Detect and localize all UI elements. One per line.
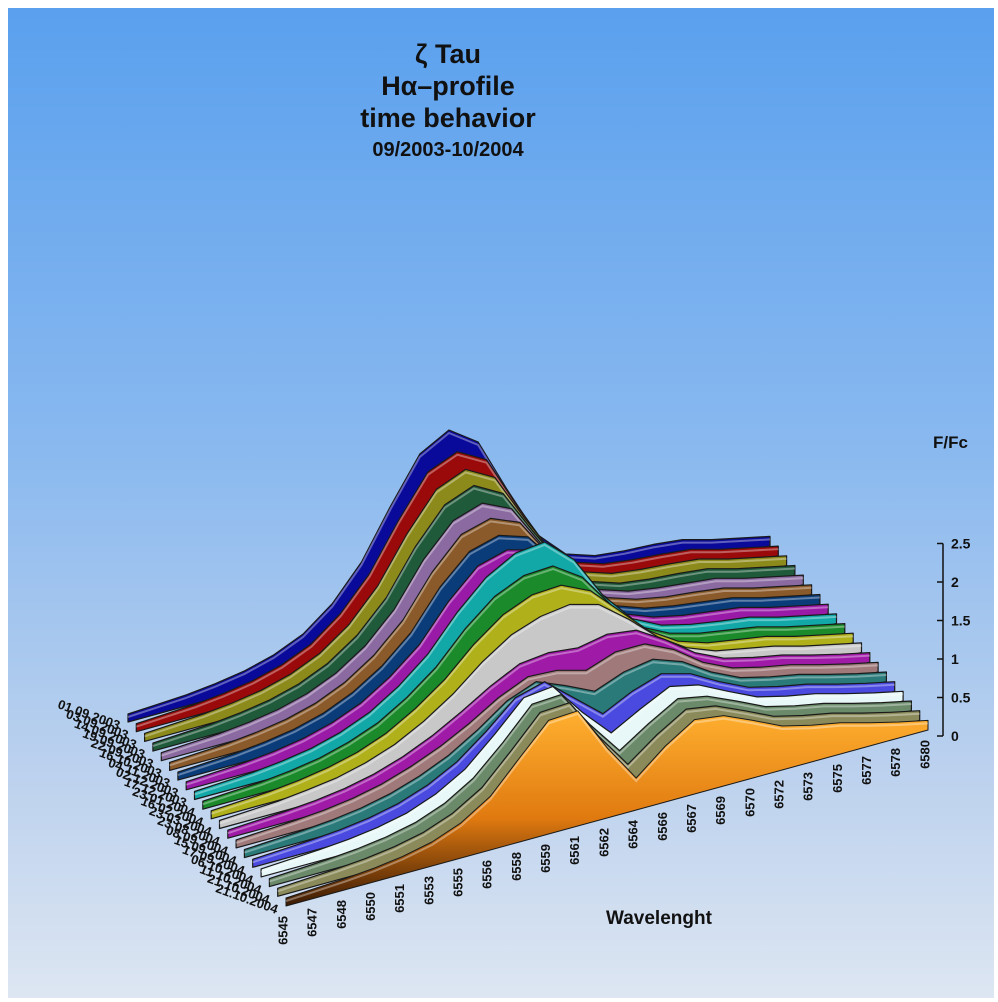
series-ribbon-edge [194,543,837,796]
x-tick-label: 6575 [830,764,845,793]
series-ribbon-edge [177,537,820,777]
z-tick-label: 1.5 [951,613,971,629]
series-ribbon [285,710,929,907]
x-tick-label: 6578 [888,748,903,777]
title-line-period: 09/2003-10/2004 [372,139,524,161]
x-tick-label: 6550 [363,892,378,921]
x-tick-label: 6551 [392,884,407,913]
x-tick-label: 6559 [538,844,553,873]
x-tick-label: 6556 [480,860,495,889]
chart-frame: ζ Tau Hα–profile time behavior 09/2003-1… [8,8,994,998]
waterfall-plot: 6545 6547 6548 6550 6551 6553 6555 6556 6558 6559… [56,429,971,945]
x-tick-label: 6569 [713,796,728,825]
x-tick-label: 6580 [917,740,932,769]
x-tick-label: 6566 [655,812,670,841]
series-ribbon-edge [227,632,870,835]
x-tick-label: 6553 [421,876,436,905]
z-tick-label: 2.5 [951,536,971,552]
title-line-behavior: time behavior [360,103,536,133]
x-tick-label: 6570 [742,788,757,817]
z-tick-label: 0.5 [951,690,971,706]
series-ribbon-edge [260,686,904,873]
series-ribbon-edge [252,675,895,864]
x-tick-label: 6572 [772,780,787,809]
z-axis-label: F/Fc [933,433,968,452]
x-axis-label: Wavelenght [606,908,713,929]
x-tick-label: 6555 [451,868,466,897]
z-tick-label: 2 [951,574,959,590]
title-line-profile: Hα–profile [381,71,515,101]
series-ribbon-edge [285,712,929,902]
series-ribbon-edge [210,587,854,815]
x-tick-label: 6562 [596,828,611,857]
x-tick-label: 6558 [509,852,524,881]
series-ribbon-edge [135,453,779,728]
series-ribbon-edge [244,661,887,854]
series-ribbon-edge [144,471,787,738]
series-ribbon-edge [160,505,804,757]
x-tick-label: 6545 [275,916,290,945]
x-tick-label: 6567 [684,804,699,833]
series-ribbon-edge [127,431,771,718]
chart-title: ζ Tau Hα–profile time behavior 09/2003-1… [8,38,888,166]
series-ribbon-edge [169,520,812,767]
x-tick-label: 6561 [567,836,582,865]
x-tick-label: 6548 [334,900,349,929]
series-ribbon-edge [185,551,829,786]
x-tick-label: 6547 [305,908,320,937]
series-layer [127,429,929,907]
z-tick-label: 1 [951,651,959,667]
series-ribbon-edge [202,567,845,806]
title-line-star: ζ Tau [415,39,481,69]
z-tick-label: 0 [951,728,959,744]
series-ribbon-edge [152,487,795,748]
series-ribbon-edge [219,606,862,825]
x-tick-label: 6577 [859,756,874,785]
x-tick-label: 6564 [626,819,641,849]
series-ribbon-edge [235,645,879,844]
x-tick-label: 6573 [801,772,816,801]
